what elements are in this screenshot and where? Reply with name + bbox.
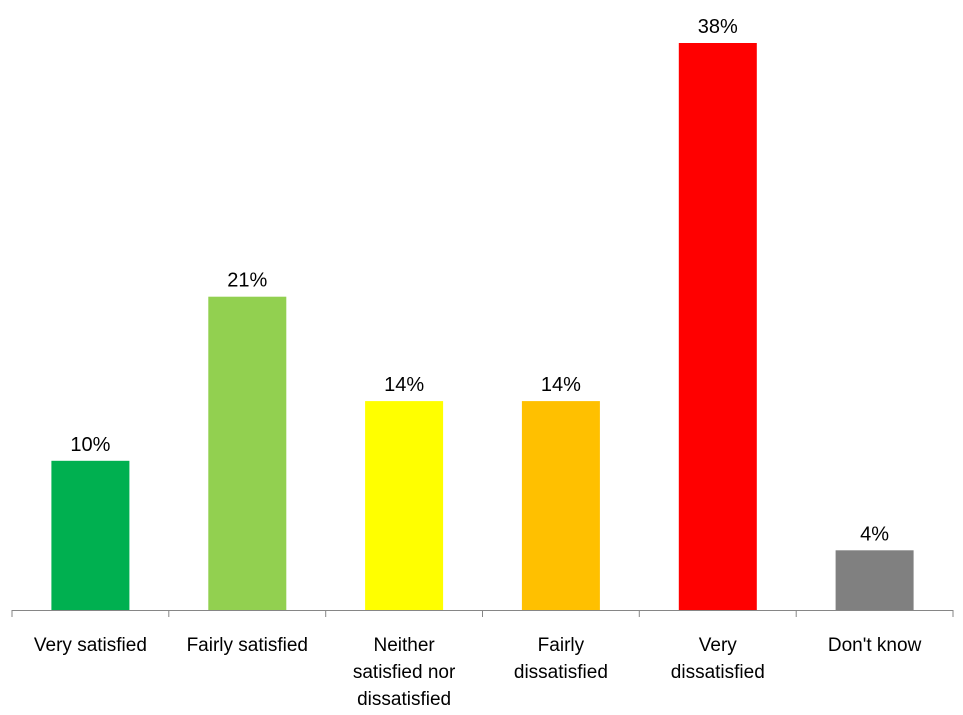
- category-label-1: Fairly satisfied: [187, 635, 308, 656]
- category-label-4: Very dissatisfied: [671, 635, 765, 683]
- value-label-0: 10%: [70, 434, 110, 456]
- value-label-4: 38%: [698, 16, 738, 38]
- category-label-1-line-0: Fairly satisfied: [187, 635, 308, 656]
- bar-2: [365, 401, 444, 610]
- category-label-3: Fairly dissatisfied: [514, 635, 608, 683]
- value-labels-group: 10% 21% 14% 14% 38% 4%: [70, 16, 889, 545]
- category-label-2: Neither satisfied nor dissatisfied: [353, 635, 456, 710]
- category-label-2-line-1: satisfied nor: [353, 662, 456, 683]
- category-label-0-line-0: Very satisfied: [34, 635, 147, 656]
- x-axis: [11, 610, 954, 617]
- category-label-2-line-0: Neither: [373, 635, 435, 656]
- value-label-5: 4%: [860, 523, 889, 545]
- category-label-3-line-1: dissatisfied: [514, 662, 608, 683]
- category-label-4-line-1: dissatisfied: [671, 662, 765, 683]
- bar-1: [208, 296, 287, 610]
- bar-3: [521, 401, 600, 610]
- category-label-0: Very satisfied: [34, 635, 147, 656]
- category-label-4-line-0: Very: [699, 635, 738, 656]
- category-label-5: Don't know: [828, 635, 922, 656]
- bar-0: [51, 460, 130, 610]
- value-label-1: 21%: [227, 270, 267, 292]
- value-label-3: 14%: [541, 374, 581, 396]
- category-label-3-line-0: Fairly: [538, 635, 585, 656]
- category-label-5-line-0: Don't know: [828, 635, 922, 656]
- bar-4: [678, 43, 757, 610]
- value-label-2: 14%: [384, 374, 424, 396]
- category-labels-group: Very satisfied Fairly satisfied Neither sat…: [34, 635, 922, 710]
- bars-group: [51, 43, 914, 610]
- category-label-2-line-2: dissatisfied: [357, 689, 451, 710]
- bar-5: [835, 550, 914, 610]
